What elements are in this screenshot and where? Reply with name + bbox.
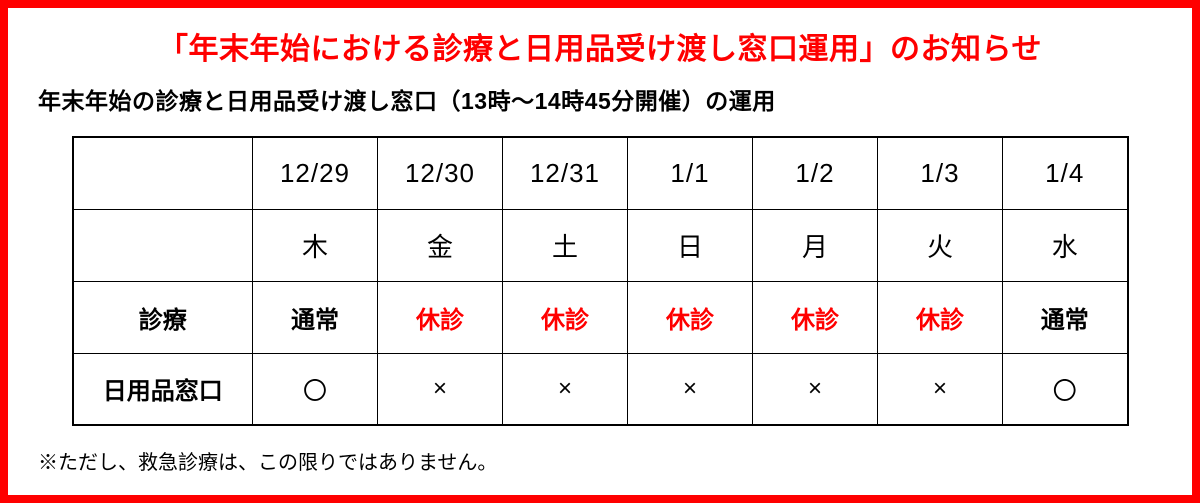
day-cell: 日 <box>628 209 753 281</box>
goods-row-label: 日用品窓口 <box>73 353 253 425</box>
day-cell: 月 <box>753 209 878 281</box>
day-cell: 金 <box>378 209 503 281</box>
clinic-cell: 休診 <box>628 281 753 353</box>
date-row-label <box>73 137 253 209</box>
goods-cell: × <box>503 353 628 425</box>
schedule-table: 12/29 12/30 12/31 1/1 1/2 1/3 1/4 木 金 土 … <box>72 136 1129 426</box>
clinic-row-label: 診療 <box>73 281 253 353</box>
table-wrapper: 12/29 12/30 12/31 1/1 1/2 1/3 1/4 木 金 土 … <box>38 136 1162 426</box>
clinic-cell: 通常 <box>253 281 378 353</box>
date-cell: 12/29 <box>253 137 378 209</box>
day-cell: 水 <box>1003 209 1128 281</box>
clinic-cell: 休診 <box>753 281 878 353</box>
clinic-cell: 休診 <box>878 281 1003 353</box>
clinic-row: 診療 通常 休診 休診 休診 休診 休診 通常 <box>73 281 1128 353</box>
goods-cell: × <box>628 353 753 425</box>
notice-container: 「年末年始における診療と日用品受け渡し窓口運用」のお知らせ 年末年始の診療と日用… <box>0 0 1200 503</box>
date-cell: 1/2 <box>753 137 878 209</box>
day-cell: 木 <box>253 209 378 281</box>
footnote-text: ※ただし、救急診療は、この限りではありません。 <box>38 446 1162 475</box>
date-cell: 12/31 <box>503 137 628 209</box>
goods-cell: 〇 <box>253 353 378 425</box>
day-row-label <box>73 209 253 281</box>
date-row: 12/29 12/30 12/31 1/1 1/2 1/3 1/4 <box>73 137 1128 209</box>
goods-cell: × <box>378 353 503 425</box>
date-cell: 1/3 <box>878 137 1003 209</box>
date-cell: 1/4 <box>1003 137 1128 209</box>
notice-subtitle: 年末年始の診療と日用品受け渡し窓口（13時～14時45分開催）の運用 <box>38 82 1162 116</box>
notice-title: 「年末年始における診療と日用品受け渡し窓口運用」のお知らせ <box>38 24 1162 68</box>
day-cell: 土 <box>503 209 628 281</box>
goods-cell: × <box>878 353 1003 425</box>
day-row: 木 金 土 日 月 火 水 <box>73 209 1128 281</box>
date-cell: 12/30 <box>378 137 503 209</box>
date-cell: 1/1 <box>628 137 753 209</box>
clinic-cell: 休診 <box>378 281 503 353</box>
clinic-cell: 通常 <box>1003 281 1128 353</box>
goods-cell: 〇 <box>1003 353 1128 425</box>
clinic-cell: 休診 <box>503 281 628 353</box>
goods-row: 日用品窓口 〇 × × × × × 〇 <box>73 353 1128 425</box>
day-cell: 火 <box>878 209 1003 281</box>
goods-cell: × <box>753 353 878 425</box>
